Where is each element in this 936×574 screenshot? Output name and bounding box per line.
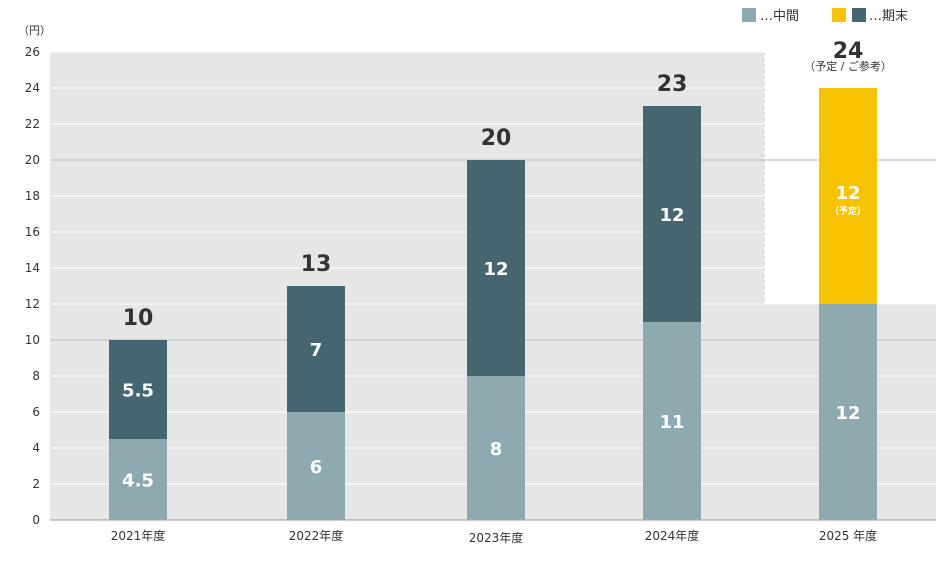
- bar-segment-interim: [819, 304, 877, 520]
- bar-segment-forecast: [819, 88, 877, 304]
- bar-total-label: 24: [833, 39, 864, 64]
- x-tick-label: 2021年度: [111, 528, 166, 543]
- x-tick-label: 2025 年度: [819, 528, 877, 543]
- x-tick-label: 2024年度: [645, 528, 700, 543]
- x-tick-label: 2023年度: [469, 530, 524, 545]
- bar-total-label: 20: [481, 126, 512, 151]
- x-tick-label: 2022年度: [289, 528, 344, 543]
- bar-segment-interim: [643, 322, 701, 520]
- legend-swatch-final: [852, 8, 866, 22]
- legend-swatch-forecast: [832, 8, 846, 22]
- bar-label-interim: 11: [659, 412, 684, 433]
- bar-label-final: 7: [310, 340, 323, 361]
- legend-swatch-interim: [742, 8, 756, 22]
- bar-segment-final: [643, 106, 701, 322]
- y-tick-label: 4: [32, 441, 40, 455]
- y-tick-label: 2: [32, 477, 40, 491]
- y-tick-label: 8: [32, 369, 40, 383]
- bar-label-final: 5.5: [122, 381, 154, 402]
- bar-segment-final: [287, 286, 345, 412]
- y-tick-label: 26: [25, 45, 40, 59]
- bar-total-label: 23: [657, 72, 688, 97]
- forecast-total-note: （予定 / ご参考）: [804, 59, 892, 73]
- y-unit-label: （円）: [18, 24, 51, 37]
- bar-total-label: 10: [123, 306, 154, 331]
- bar-label-final: 12: [659, 205, 684, 226]
- y-tick-label: 18: [25, 189, 40, 203]
- bar-label-final: 12: [483, 259, 508, 280]
- y-tick-label: 24: [25, 81, 40, 95]
- y-tick-label: 22: [25, 117, 40, 131]
- legend-label-final: …期末: [869, 9, 908, 24]
- bar-segment-interim: [287, 412, 345, 520]
- y-tick-label: 10: [25, 333, 40, 347]
- y-tick-label: 0: [32, 513, 40, 527]
- bar-segment-final: [109, 340, 167, 439]
- forecast-segment-note: （予定）: [830, 205, 866, 217]
- bar-segment-final: [467, 160, 525, 376]
- bar-segment-interim: [467, 376, 525, 520]
- y-tick-label: 14: [25, 261, 40, 275]
- y-tick-label: 20: [25, 153, 40, 167]
- bar-label-final: 12: [835, 183, 860, 204]
- bar-label-interim: 12: [835, 403, 860, 424]
- y-tick-label: 6: [32, 405, 40, 419]
- bar-segment-interim: [109, 439, 167, 520]
- bar-label-interim: 8: [490, 439, 503, 460]
- y-tick-label: 12: [25, 297, 40, 311]
- bar-total-label: 13: [301, 252, 332, 277]
- y-tick-label: 16: [25, 225, 40, 239]
- bar-label-interim: 6: [310, 457, 323, 478]
- bar-label-interim: 4.5: [122, 471, 154, 492]
- legend-label-interim: …中間: [760, 9, 799, 24]
